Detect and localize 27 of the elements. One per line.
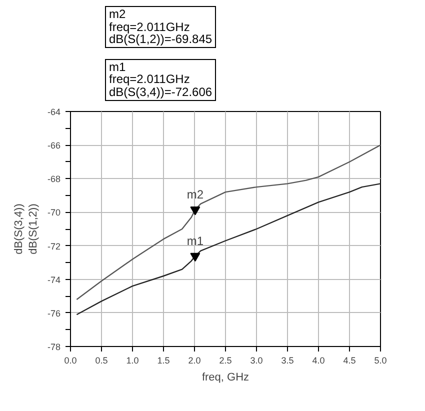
x-axis-title: freq, GHz bbox=[202, 371, 250, 384]
y-tick-label: -78 bbox=[47, 342, 61, 352]
y-tick-label: -64 bbox=[47, 106, 61, 117]
x-tick-label: 1.5 bbox=[157, 355, 170, 366]
x-tick-label: 4.0 bbox=[312, 355, 325, 366]
x-tick-label: 0.5 bbox=[95, 355, 108, 366]
line-series bbox=[76, 182, 380, 315]
y-tick-label: -74 bbox=[47, 274, 61, 284]
x-tick-label: 1.0 bbox=[126, 355, 139, 366]
y-axis-title: dB(S(3,4)) dB(S(1,2)) bbox=[13, 203, 40, 254]
text: m2 freq=2.011GHz dB(S(1,2))=-69.845 bbox=[109, 7, 212, 46]
text: m1 freq=2.011GHz dB(S(3,4))=-72.606 bbox=[109, 60, 212, 99]
x-tick-label: 4.5 bbox=[343, 355, 356, 366]
x-tick-label: 2.5 bbox=[219, 355, 232, 366]
annotation: m2 bbox=[186, 187, 204, 202]
y-tick-label: -70 bbox=[47, 207, 61, 218]
y-tick-label: -72 bbox=[47, 240, 61, 251]
x-tick-label: 3.5 bbox=[281, 355, 294, 366]
line-series bbox=[76, 144, 380, 300]
y-tick-label: -66 bbox=[47, 140, 61, 150]
x-tick-label: 5.0 bbox=[374, 355, 387, 366]
y-tick-label: -76 bbox=[47, 308, 61, 318]
x-tick-label: 0.0 bbox=[64, 355, 77, 366]
x-tick-label: 2.0 bbox=[188, 355, 201, 366]
y-tick-label: -68 bbox=[47, 174, 61, 184]
x-tick-label: 3.0 bbox=[250, 355, 263, 366]
annotation: m1 bbox=[186, 234, 204, 248]
